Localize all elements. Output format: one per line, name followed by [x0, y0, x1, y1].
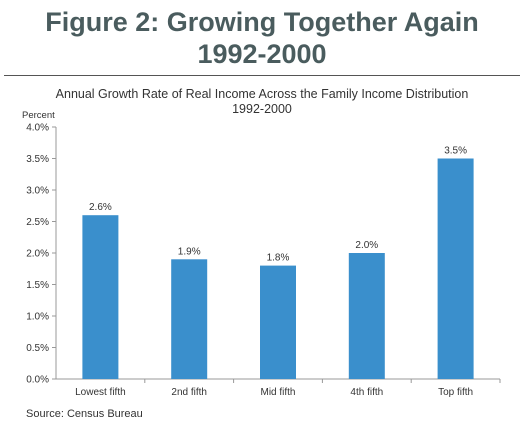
y-tick-label: 0.5% [26, 343, 49, 354]
y-tick-label: 3.5% [26, 154, 49, 165]
y-axis-label: Percent [22, 110, 55, 121]
data-label: 2.0% [355, 240, 378, 251]
y-tick-label: 2.5% [26, 217, 49, 228]
figure-title-line2: 1992-2000 [197, 39, 327, 69]
category-label: 4th fifth [350, 387, 383, 398]
y-tick-label: 1.0% [26, 312, 49, 323]
figure-title: Figure 2: Growing Together Again 1992-20… [0, 6, 524, 70]
y-tick-label: 2.0% [26, 249, 49, 260]
title-divider [4, 75, 520, 76]
data-label: 1.8% [267, 253, 290, 264]
bar [171, 259, 208, 379]
bar [260, 265, 296, 379]
category-label: Lowest fifth [75, 387, 126, 398]
data-label: 1.9% [178, 246, 201, 257]
category-label: Top fifth [438, 387, 473, 398]
category-label: 2nd fifth [171, 387, 207, 398]
y-tick-label: 4.0% [26, 123, 49, 134]
category-label: Mid fifth [260, 387, 295, 398]
chart-title-line1: Annual Growth Rate of Real Income Across… [55, 87, 469, 101]
y-tick-label: 3.0% [26, 186, 49, 197]
bar [437, 158, 474, 379]
chart-title: Annual Growth Rate of Real Income Across… [30, 87, 494, 117]
y-tick-label: 0.0% [26, 375, 49, 386]
data-label: 3.5% [444, 146, 467, 157]
bar [348, 253, 385, 379]
bar [82, 215, 119, 379]
chart-title-line2: 1992-2000 [232, 102, 292, 116]
figure-title-line1: Figure 2: Growing Together Again [45, 7, 479, 37]
y-tick-label: 1.5% [26, 280, 49, 291]
data-label: 2.6% [89, 202, 112, 213]
source-note: Source: Census Bureau [26, 408, 143, 420]
